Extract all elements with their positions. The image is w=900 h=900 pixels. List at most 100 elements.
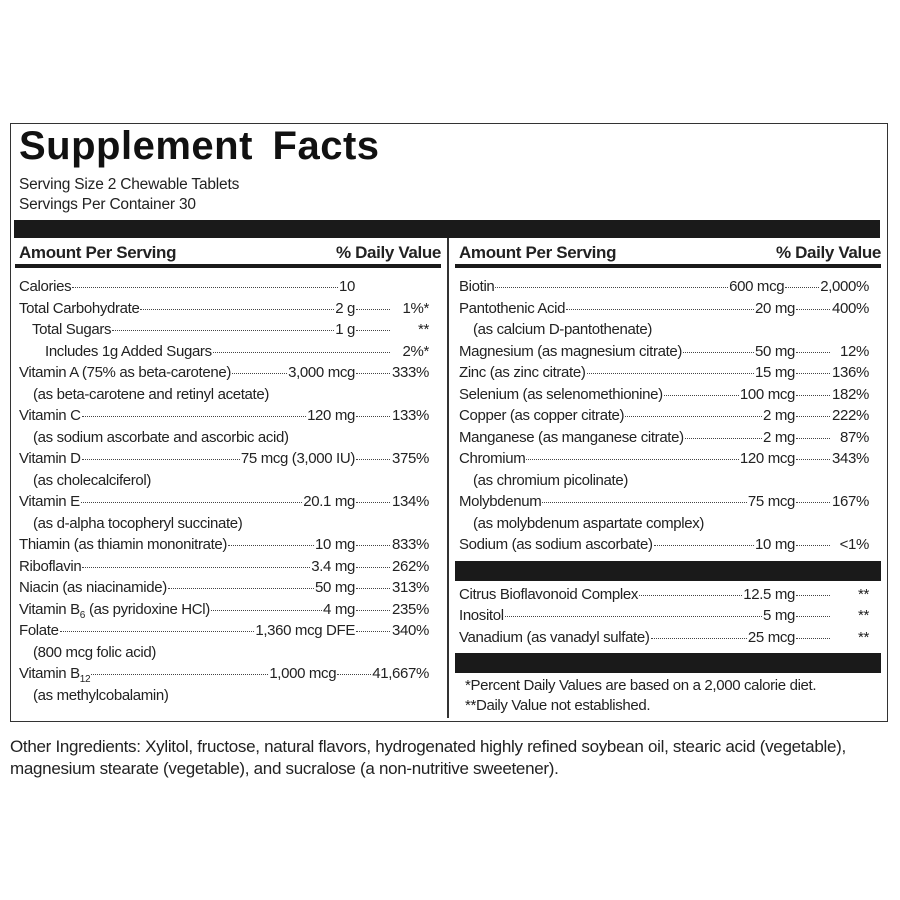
daily-value: <1%: [839, 536, 870, 553]
nutrient-name: Copper (as copper citrate): [459, 405, 625, 427]
nutrient-row: Inositol 5 mg **: [455, 605, 881, 627]
leader: [356, 459, 390, 460]
amount: 20 mg: [755, 299, 795, 317]
daily-value: 340%: [392, 622, 429, 639]
amount: 50 mg: [315, 579, 355, 596]
nutrient-name: Molybdenum: [459, 491, 542, 513]
nutrient-name: Vitamin B6 (as pyridoxine HCl): [19, 599, 210, 627]
nutrient-name-text: Molybdenum: [459, 493, 542, 510]
nutrient-name-text: Sodium (as sodium ascorbate): [459, 536, 653, 553]
nutrient-row: Niacin (as niacinamide) 50 mg 313%: [15, 577, 441, 599]
nutrient-name: Biotin: [459, 276, 495, 298]
nutrient-row: Folate 1,360 mcg DFE 340%: [15, 620, 441, 642]
amount: 2 mg: [763, 407, 795, 424]
leader: [356, 545, 390, 546]
leader: [796, 416, 830, 417]
column-divider: [447, 238, 449, 718]
leader: [638, 594, 743, 596]
leader: [82, 566, 311, 568]
daily-value: **: [418, 321, 429, 338]
nutrient-name: Vitamin D: [19, 448, 81, 470]
nutrient-note: (as cholecalciferol): [33, 471, 152, 489]
nutrient-name-text: Vanadium (as vanadyl sulfate): [459, 628, 650, 646]
leader: [112, 330, 335, 331]
leader: [650, 637, 747, 639]
column: Amount Per Serving % Daily Value Calories 1…: [15, 241, 441, 706]
nutrient-row: Vitamin D 75 mcg (3,000 IU) 375%: [15, 448, 441, 470]
daily-value: 222%: [832, 407, 869, 424]
nutrient-name-text: Thiamin (as thiamin mononitrate): [19, 536, 228, 553]
nutrient-note: (as beta-carotene and retinyl acetate): [33, 385, 270, 403]
amount: 1,000 mcg: [269, 665, 337, 682]
nutrient-row: Citrus Bioflavonoid Complex 12.5 mg **: [455, 584, 881, 606]
nutrient-name-text: Vitamin A (75% as beta-carotene): [19, 364, 231, 381]
leader: [356, 308, 390, 310]
dv-header: % Daily Value: [335, 243, 441, 262]
leader: [356, 330, 390, 331]
amount: 12.5 mg: [743, 585, 795, 603]
leader: [337, 674, 372, 675]
amount: 25 mcg: [747, 628, 795, 646]
leader: [356, 373, 390, 374]
leader: [356, 566, 390, 568]
thick-rule: [15, 264, 441, 268]
amount: 3,000 mcg: [288, 364, 355, 381]
daily-value: 134%: [392, 493, 429, 510]
nutrient-row: Total Sugars 1 g **: [15, 319, 441, 341]
leader: [228, 545, 315, 546]
leader: [796, 351, 830, 353]
leader: [526, 459, 739, 460]
leader: [796, 594, 830, 596]
leader: [356, 502, 390, 503]
leader: [81, 416, 307, 417]
footnote: **Daily Value not established.: [465, 697, 651, 714]
nutrient-name-text: Total Sugars: [32, 321, 112, 338]
amount: 10 mg: [755, 536, 795, 553]
amount: 20.1 mg: [303, 493, 355, 510]
nutrient-name: Inositol: [459, 605, 504, 627]
column-header: Amount Per Serving % Daily Value: [15, 241, 441, 264]
nutrient-note: (as d-alpha tocopheryl succinate): [33, 514, 243, 532]
amount: 75 mcg (3,000 IU): [240, 450, 355, 467]
nutrient-name: Calories: [19, 276, 72, 298]
amount: 10 mg: [315, 536, 355, 553]
daily-value: 133%: [392, 407, 429, 424]
leader: [212, 351, 390, 353]
nutrient-row: Magnesium (as magnesium citrate) 50 mg 12%: [455, 341, 881, 363]
leader: [81, 459, 240, 460]
nutrient-row: Calories 10: [15, 276, 441, 298]
amount: 75 mcg: [747, 493, 795, 510]
amount: 50 mg: [755, 342, 795, 360]
nutrient-name-text: Vitamin D: [19, 450, 81, 467]
nutrient-row: Molybdenum 75 mcg 167%: [455, 491, 881, 513]
nutrient-row: Total Carbohydrate 2 g 1%*: [15, 298, 441, 320]
amount-header: Amount Per Serving: [459, 243, 617, 262]
leader: [683, 351, 755, 353]
leader: [231, 373, 288, 374]
nutrient-name-text: Vitamin B: [19, 600, 80, 618]
nutrient-name: Vitamin E: [19, 491, 80, 513]
nutrient-note: (as methylcobalamin): [33, 686, 169, 704]
nutrient-row: Manganese (as manganese citrate) 2 mg 87%: [455, 427, 881, 449]
leader: [356, 588, 390, 589]
nutrient-name-text: Vitamin E: [19, 493, 80, 510]
daily-value: 136%: [832, 364, 869, 381]
daily-value: 343%: [832, 450, 869, 467]
leader: [625, 416, 763, 417]
nutrient-name-text: Niacin (as niacinamide): [19, 579, 167, 596]
nutrient-row: Vitamin C 120 mg 133%: [15, 405, 441, 427]
nutrient-name-text: Total Carbohydrate: [19, 299, 140, 317]
daily-value: 262%: [392, 557, 429, 575]
nutrient-name-text: Folate: [19, 622, 59, 639]
nutrient-row: Biotin 600 mcg 2,000%: [455, 276, 881, 298]
nutrient-row: Copper (as copper citrate) 2 mg 222%: [455, 405, 881, 427]
amount: 120 mcg: [739, 450, 795, 467]
nutrient-name: Vanadium (as vanadyl sulfate): [459, 627, 650, 649]
amount: 5 mg: [763, 607, 795, 624]
nutrient-name: Folate: [19, 620, 59, 642]
amount: 100 mcg: [739, 385, 795, 403]
leader: [684, 437, 763, 439]
leader: [796, 437, 830, 439]
leader: [796, 373, 830, 374]
leader: [356, 416, 390, 417]
